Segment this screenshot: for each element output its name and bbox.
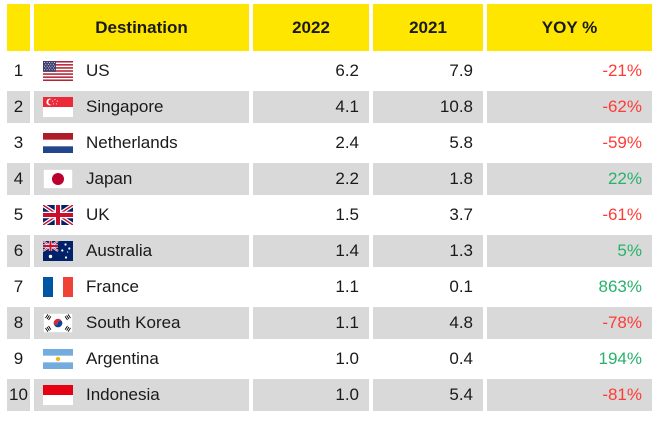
value-2022-cell: 1.0 bbox=[253, 379, 369, 411]
country-label: Netherlands bbox=[86, 133, 178, 152]
destination-cell: Australia bbox=[34, 235, 249, 267]
country-label: UK bbox=[86, 205, 110, 224]
value-2022-cell: 2.2 bbox=[253, 163, 369, 195]
value-2021-cell: 1.8 bbox=[373, 163, 483, 195]
yoy-cell: 194% bbox=[487, 343, 652, 375]
rank-cell: 1 bbox=[7, 55, 30, 87]
destination-cell: Singapore bbox=[34, 91, 249, 123]
year-2021-header: 2021 bbox=[373, 4, 483, 51]
rank-header bbox=[7, 4, 30, 51]
country-label: US bbox=[86, 61, 110, 80]
value-2021-cell: 5.8 bbox=[373, 127, 483, 159]
header-row: Destination 2022 2021 YOY % bbox=[7, 4, 652, 51]
table-row: 8 South Korea 1.1 4.8 -78% bbox=[7, 307, 652, 339]
rank-cell: 9 bbox=[7, 343, 30, 375]
value-2022-cell: 1.4 bbox=[253, 235, 369, 267]
au-flag-icon bbox=[43, 241, 73, 261]
destination-header: Destination bbox=[34, 4, 249, 51]
table-row: 10 Indonesia 1.0 5.4 -81% bbox=[7, 379, 652, 411]
yoy-cell: -61% bbox=[487, 199, 652, 231]
table-row: 5 UK 1.5 3.7 -61% bbox=[7, 199, 652, 231]
destination-cell: UK bbox=[34, 199, 249, 231]
destination-cell: Indonesia bbox=[34, 379, 249, 411]
yoy-cell: 5% bbox=[487, 235, 652, 267]
value-2022-cell: 6.2 bbox=[253, 55, 369, 87]
rank-cell: 7 bbox=[7, 271, 30, 303]
id-flag-icon bbox=[43, 385, 73, 405]
table-row: 7 France 1.1 0.1 863% bbox=[7, 271, 652, 303]
destination-cell: Japan bbox=[34, 163, 249, 195]
rank-cell: 3 bbox=[7, 127, 30, 159]
value-2021-cell: 0.4 bbox=[373, 343, 483, 375]
yoy-cell: -62% bbox=[487, 91, 652, 123]
value-2021-cell: 1.3 bbox=[373, 235, 483, 267]
country-label: Japan bbox=[86, 169, 133, 188]
destination-cell: Netherlands bbox=[34, 127, 249, 159]
destination-cell: Argentina bbox=[34, 343, 249, 375]
value-2022-cell: 1.1 bbox=[253, 271, 369, 303]
yoy-cell: -59% bbox=[487, 127, 652, 159]
country-label: Indonesia bbox=[86, 385, 160, 404]
yoy-cell: -78% bbox=[487, 307, 652, 339]
country-label: France bbox=[86, 277, 139, 296]
country-label: Australia bbox=[86, 241, 153, 260]
sg-flag-icon bbox=[43, 97, 73, 117]
yoy-cell: -21% bbox=[487, 55, 652, 87]
year-2022-header: 2022 bbox=[253, 4, 369, 51]
table-row: 6 Australia 1.4 1.3 5% bbox=[7, 235, 652, 267]
value-2021-cell: 0.1 bbox=[373, 271, 483, 303]
rank-cell: 4 bbox=[7, 163, 30, 195]
yoy-cell: 863% bbox=[487, 271, 652, 303]
us-flag-icon bbox=[43, 61, 73, 81]
rank-cell: 10 bbox=[7, 379, 30, 411]
country-label: Singapore bbox=[86, 97, 164, 116]
rank-cell: 6 bbox=[7, 235, 30, 267]
table-row: 3 Netherlands 2.4 5.8 -59% bbox=[7, 127, 652, 159]
value-2022-cell: 1.5 bbox=[253, 199, 369, 231]
table-row: 4 Japan 2.2 1.8 22% bbox=[7, 163, 652, 195]
destination-cell: US bbox=[34, 55, 249, 87]
destination-cell: South Korea bbox=[34, 307, 249, 339]
value-2021-cell: 4.8 bbox=[373, 307, 483, 339]
ar-flag-icon bbox=[43, 349, 73, 369]
value-2022-cell: 1.1 bbox=[253, 307, 369, 339]
value-2021-cell: 10.8 bbox=[373, 91, 483, 123]
value-2021-cell: 5.4 bbox=[373, 379, 483, 411]
table-row: 2 Singapore 4.1 10.8 -62% bbox=[7, 91, 652, 123]
nl-flag-icon bbox=[43, 133, 73, 153]
yoy-cell: -81% bbox=[487, 379, 652, 411]
kr-flag-icon bbox=[43, 313, 73, 333]
value-2022-cell: 4.1 bbox=[253, 91, 369, 123]
ranking-table: Destination 2022 2021 YOY % 1 US 6.2 7.9… bbox=[3, 0, 656, 415]
jp-flag-icon bbox=[43, 169, 73, 189]
destination-cell: France bbox=[34, 271, 249, 303]
rank-cell: 5 bbox=[7, 199, 30, 231]
yoy-header: YOY % bbox=[487, 4, 652, 51]
yoy-cell: 22% bbox=[487, 163, 652, 195]
rank-cell: 2 bbox=[7, 91, 30, 123]
value-2022-cell: 2.4 bbox=[253, 127, 369, 159]
value-2021-cell: 7.9 bbox=[373, 55, 483, 87]
country-label: Argentina bbox=[86, 349, 159, 368]
table-row: 9 Argentina 1.0 0.4 194% bbox=[7, 343, 652, 375]
fr-flag-icon bbox=[43, 277, 73, 297]
value-2021-cell: 3.7 bbox=[373, 199, 483, 231]
country-label: South Korea bbox=[86, 313, 181, 332]
rank-cell: 8 bbox=[7, 307, 30, 339]
uk-flag-icon bbox=[43, 205, 73, 225]
table-row: 1 US 6.2 7.9 -21% bbox=[7, 55, 652, 87]
value-2022-cell: 1.0 bbox=[253, 343, 369, 375]
